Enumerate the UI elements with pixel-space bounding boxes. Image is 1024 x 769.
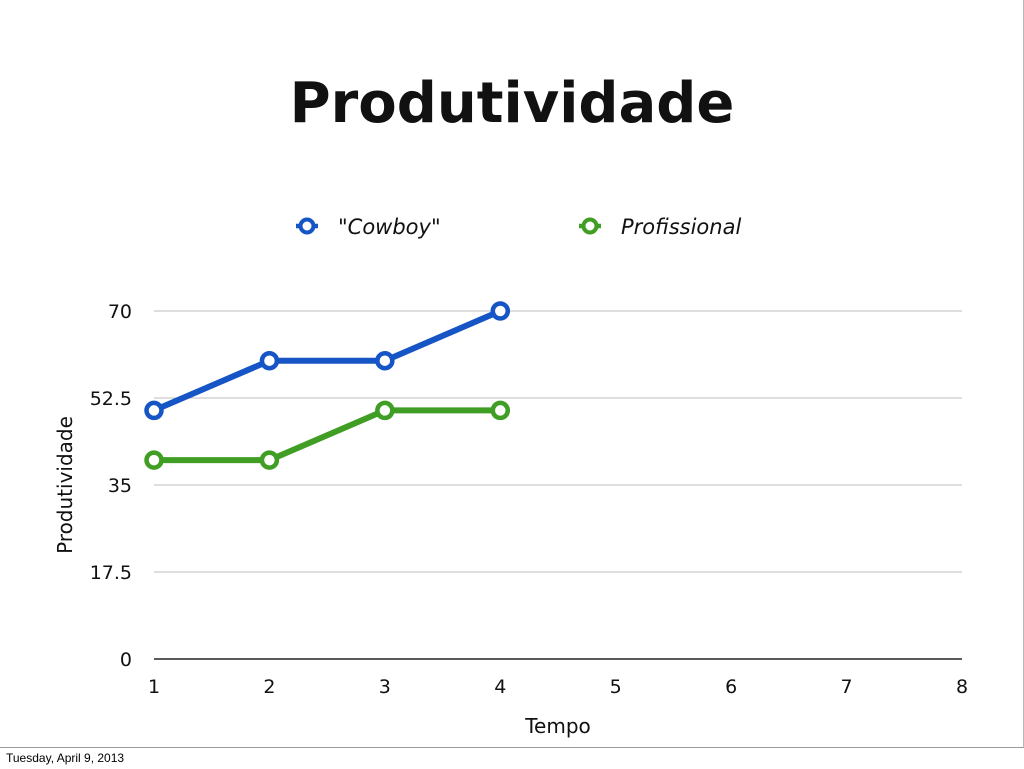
x-tick-label: 3 xyxy=(379,676,391,698)
data-point xyxy=(490,301,511,321)
y-tick-label: 0 xyxy=(120,649,132,671)
data-point xyxy=(144,400,164,421)
x-tick-label: 4 xyxy=(494,676,506,698)
chart-title: Produtividade xyxy=(290,71,735,136)
legend-label: "Cowboy" xyxy=(338,215,441,239)
grid xyxy=(154,310,962,660)
series-line xyxy=(151,308,504,414)
legend-label: Profissional xyxy=(621,215,741,239)
x-tick-label: 6 xyxy=(725,676,737,698)
series-line xyxy=(151,407,504,464)
legend: "Cowboy" Profissional xyxy=(296,215,741,239)
footer-bar xyxy=(0,748,1024,769)
y-axis-label: Produtividade xyxy=(53,416,77,554)
data-point xyxy=(144,450,164,470)
y-tick-label: 70 xyxy=(108,301,132,323)
x-axis-ticks: 1 2 3 4 5 6 7 8 xyxy=(148,676,968,698)
series-0 xyxy=(144,301,511,421)
y-tick-label: 52.5 xyxy=(90,388,132,410)
legend-marker xyxy=(581,217,599,235)
y-tick-label: 17.5 xyxy=(90,562,132,584)
series-1 xyxy=(144,400,511,470)
x-tick-label: 2 xyxy=(263,676,275,698)
legend-marker xyxy=(298,217,316,235)
legend-item: Profissional xyxy=(579,215,741,239)
series-layer xyxy=(144,301,511,470)
data-point xyxy=(375,400,395,421)
data-point xyxy=(375,350,395,371)
data-point xyxy=(259,350,280,371)
x-tick-label: 8 xyxy=(956,676,968,698)
x-tick-label: 5 xyxy=(610,676,622,698)
line-chart: Produtividade "Cowboy" Profissional 0 17.5… xyxy=(53,71,968,738)
legend-item: "Cowboy" xyxy=(296,215,441,239)
footer-date: Tuesday, April 9, 2013 xyxy=(6,751,125,765)
slide: Produtividade "Cowboy" Profissional 0 17.5… xyxy=(0,0,1024,748)
x-tick-label: 1 xyxy=(148,676,160,698)
y-tick-label: 35 xyxy=(108,475,132,497)
data-point xyxy=(490,400,511,421)
x-tick-label: 7 xyxy=(841,676,853,698)
x-axis-label: Tempo xyxy=(524,714,591,738)
y-axis-ticks: 0 17.5 35 52.5 70 xyxy=(90,301,132,671)
data-point xyxy=(259,450,280,470)
